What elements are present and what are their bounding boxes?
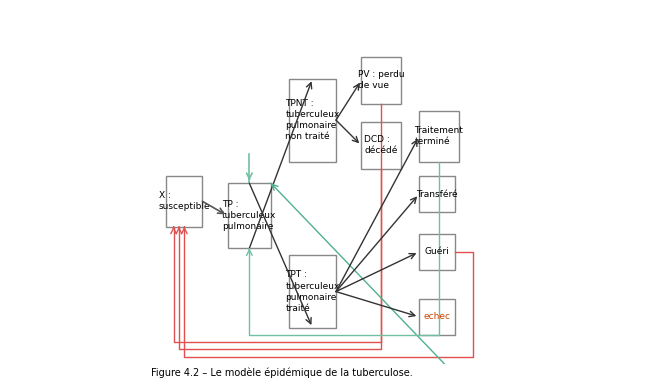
FancyBboxPatch shape	[419, 234, 455, 270]
Text: Transféré: Transféré	[416, 190, 458, 199]
FancyBboxPatch shape	[289, 255, 336, 328]
FancyBboxPatch shape	[362, 57, 401, 104]
Text: X :
susceptible: X : susceptible	[159, 191, 210, 211]
FancyBboxPatch shape	[167, 176, 202, 226]
Text: PV : perdu
de vue: PV : perdu de vue	[358, 70, 405, 90]
FancyBboxPatch shape	[419, 111, 459, 162]
Text: DCD :
décédé: DCD : décédé	[364, 135, 398, 155]
Text: TPNT :
tuberculeux
pulmonaire
non traité: TPNT : tuberculeux pulmonaire non traité	[286, 99, 340, 141]
Text: TP :
tuberculeux
pulmonaire: TP : tuberculeux pulmonaire	[222, 200, 277, 231]
FancyBboxPatch shape	[362, 122, 401, 169]
FancyBboxPatch shape	[289, 79, 336, 162]
Text: echec: echec	[423, 312, 451, 321]
Text: TPT :
tuberculeux
pulmonaire
traité: TPT : tuberculeux pulmonaire traité	[286, 271, 340, 313]
FancyBboxPatch shape	[419, 176, 455, 212]
Text: Figure 4.2 – Le modèle épidémique de la tuberculose.: Figure 4.2 – Le modèle épidémique de la …	[151, 367, 413, 378]
Text: Traitement
terminé: Traitement terminé	[415, 126, 463, 146]
Text: Guéri: Guéri	[425, 247, 450, 256]
FancyBboxPatch shape	[228, 183, 271, 248]
FancyBboxPatch shape	[419, 299, 455, 335]
